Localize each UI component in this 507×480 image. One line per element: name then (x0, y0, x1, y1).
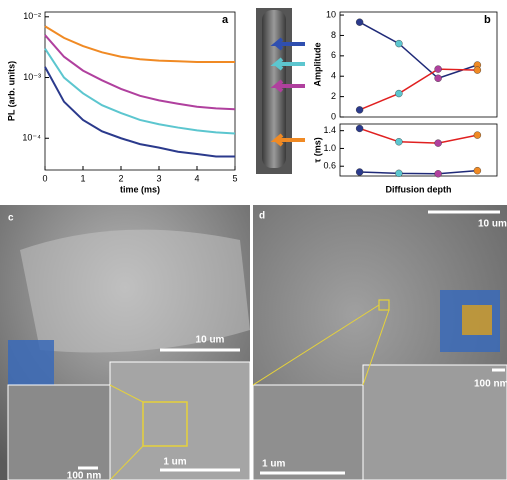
data-point (356, 169, 363, 176)
y-tick-label: 10 (326, 9, 336, 19)
y-tick-label: 1.4 (323, 125, 336, 135)
panel-label: b (484, 14, 491, 26)
scale-bar-label: 100 nm (474, 379, 507, 390)
data-point (435, 66, 442, 73)
y-tick-label: 8 (331, 30, 336, 40)
scale-bar-label: 1 um (262, 459, 285, 470)
x-tick-label: 0 (42, 173, 47, 183)
panel-c: c 10 um 1 um 100 nm (0, 205, 250, 480)
data-point (356, 19, 363, 26)
series-line (45, 26, 235, 62)
y-tick-label: 6 (331, 50, 336, 60)
x-axis-label: Diffusion depth (386, 184, 452, 194)
scale-bar-label: 100 nm (67, 471, 102, 480)
plot-frame (45, 12, 235, 170)
series-line (45, 35, 235, 109)
data-point (395, 90, 402, 97)
panel-d: d 10 um 100 nm 1 um (253, 205, 507, 480)
y-tick-label: 1.0 (323, 143, 336, 153)
y-tick-label: 10⁻⁴ (22, 133, 41, 143)
data-point (435, 170, 442, 177)
panel-label: d (259, 211, 265, 222)
data-point (395, 40, 402, 47)
data-point (435, 75, 442, 82)
figure: c 10 um 1 um 100 nm d 10 um 100 nm 1 um … (0, 0, 507, 480)
series-line (45, 67, 235, 157)
data-point (356, 125, 363, 132)
plot-frame (340, 12, 497, 117)
plot-frame (340, 124, 497, 176)
y-tick-label: 4 (331, 71, 336, 81)
x-tick-label: 3 (156, 173, 161, 183)
y-tick-label: 0 (331, 111, 336, 121)
series-line (360, 69, 478, 110)
y-tick-label: 2 (331, 91, 336, 101)
x-tick-label: 4 (194, 173, 199, 183)
data-point (395, 170, 402, 177)
scale-bar-label: 1 um (163, 457, 186, 468)
y-tick-label: 10⁻² (23, 11, 41, 21)
panel-label: a (222, 14, 229, 26)
x-tick-label: 1 (80, 173, 85, 183)
y-axis-label: PL (arb. units) (6, 61, 16, 121)
scale-bar-label: 10 um (478, 219, 507, 230)
data-point (474, 67, 481, 74)
y-tick-label: 10⁻³ (23, 72, 41, 82)
y-axis-label: τ (ms) (312, 137, 322, 163)
x-tick-label: 5 (232, 173, 237, 183)
data-point (474, 132, 481, 139)
data-point (474, 167, 481, 174)
series-line (360, 128, 478, 143)
tube-photo (256, 8, 305, 174)
y-tick-label: 0.6 (323, 161, 336, 171)
data-point (395, 138, 402, 145)
x-tick-label: 2 (118, 173, 123, 183)
x-axis-label: time (ms) (120, 184, 160, 194)
panel-label: c (8, 213, 14, 224)
series-line (360, 171, 478, 174)
data-point (435, 140, 442, 147)
data-point (356, 106, 363, 113)
scale-bar-label: 10 um (196, 335, 225, 346)
y-axis-label: Amplitude (312, 43, 322, 87)
